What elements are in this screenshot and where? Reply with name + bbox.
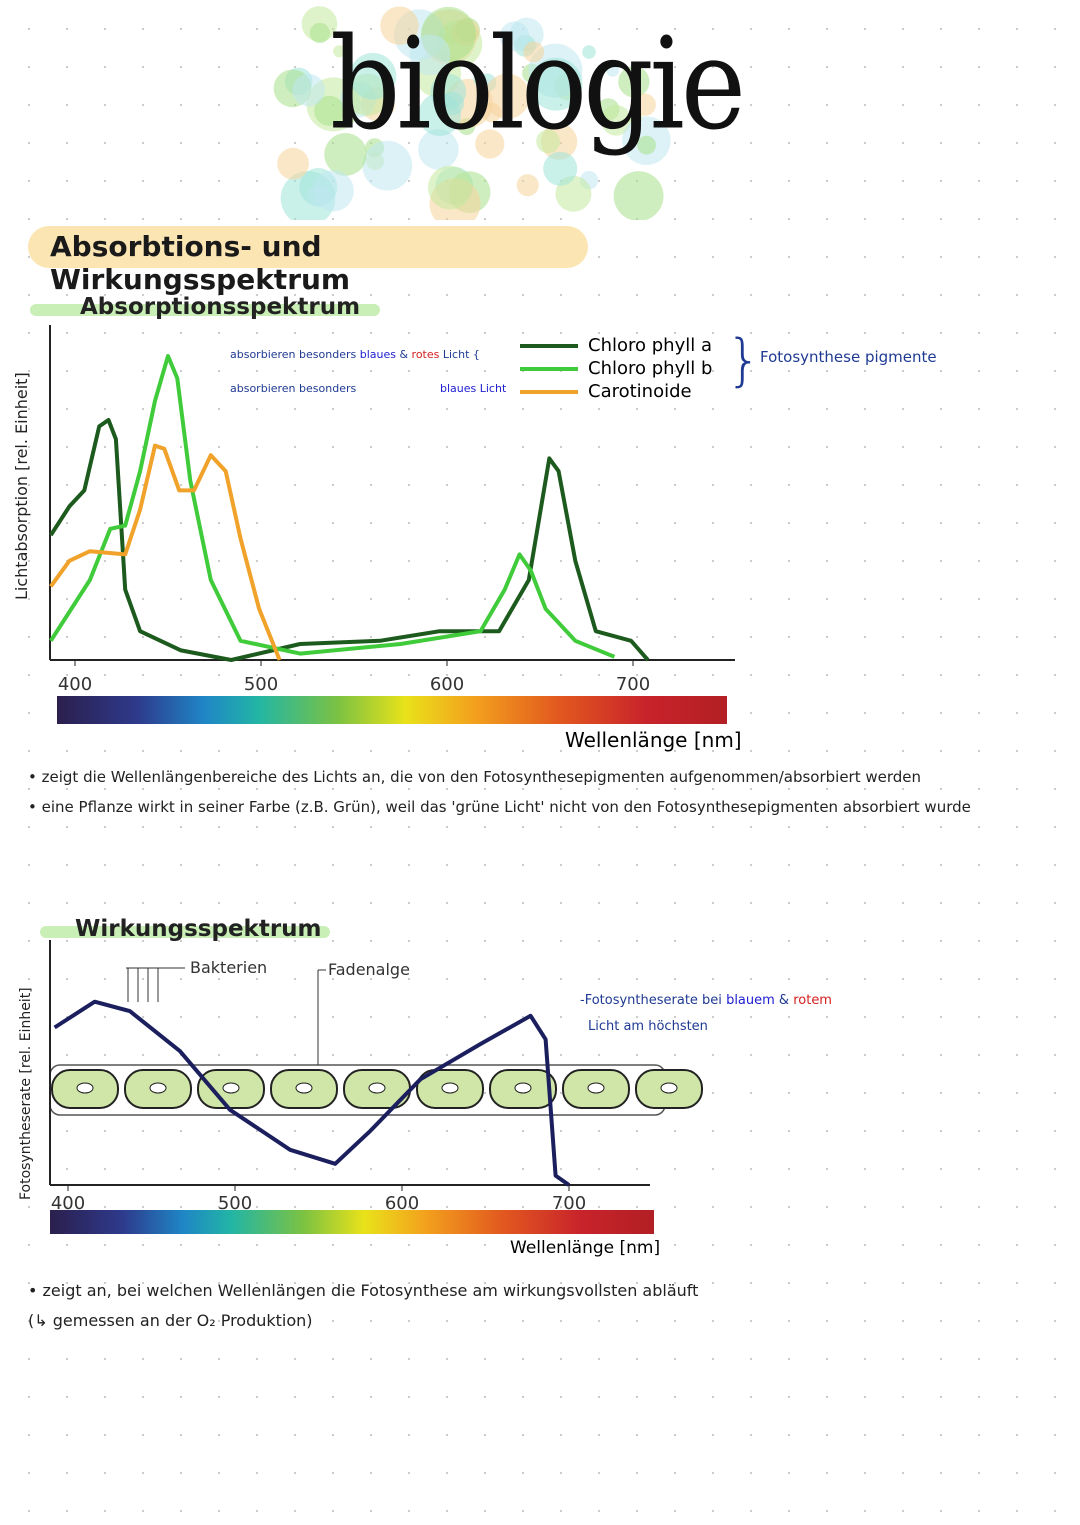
- legend-chl-b: Chloro phyll b: [588, 358, 713, 379]
- bubble: [613, 171, 664, 220]
- bubble: [418, 93, 462, 137]
- legend-chl-a: Chloro phyll a: [588, 335, 712, 356]
- label-alga: Fadenalge: [328, 960, 410, 979]
- bullet-sub: (↳ gemessen an der O₂ Produktion): [28, 1311, 313, 1330]
- spectrum-bar-2: [50, 1210, 654, 1234]
- bubble: [292, 73, 325, 107]
- cell-nucleus: [514, 1082, 532, 1094]
- bubble: [427, 165, 472, 210]
- absorption-notes: • zeigt die Wellenlängenbereiche des Lic…: [28, 762, 1048, 822]
- bubble: [409, 34, 451, 76]
- x-tick-label: 500: [218, 1193, 252, 1214]
- label-bacteria: Bakterien: [190, 958, 268, 977]
- bubble: [536, 129, 560, 154]
- bubble: [523, 41, 545, 63]
- page-title: biologie: [330, 10, 746, 158]
- action-chart: 400 500 600 700: [49, 940, 703, 1214]
- bubble: [637, 135, 656, 155]
- series-line-1: [49, 354, 616, 659]
- legend-note-1: absorbieren besonders blaues & rotes Lic…: [230, 348, 480, 361]
- legend-note-2: absorbieren besonders: [230, 382, 357, 395]
- label-leader: [126, 967, 326, 1065]
- bubble: [333, 45, 346, 58]
- bubble: [324, 132, 367, 176]
- x-tick-label: 700: [552, 1193, 586, 1214]
- series-line-2: [49, 443, 282, 661]
- legend-note-2b: blaues Licht: [440, 382, 507, 395]
- cell-nucleus: [660, 1082, 678, 1094]
- x-axis-label-1: Wellenlänge [nm]: [565, 728, 742, 752]
- x-tick-label: 400: [58, 674, 92, 695]
- bullet: • eine Pflanze wirkt in seiner Farbe (z.…: [28, 798, 971, 816]
- x-tick-label: 600: [430, 674, 464, 695]
- bubble: [600, 105, 632, 136]
- bubble: [582, 45, 596, 59]
- bubble: [618, 66, 650, 98]
- cell-nucleus: [76, 1082, 94, 1094]
- bubble: [349, 52, 397, 100]
- cell-nucleus: [295, 1082, 313, 1094]
- bubble: [606, 63, 620, 77]
- action-note: -Fotosyntheserate bei blauem & rotem Lich…: [580, 993, 832, 1034]
- bubble: [516, 174, 539, 197]
- bubble: [628, 110, 643, 125]
- cell-nucleus: [441, 1082, 459, 1094]
- series-line-0: [49, 418, 650, 662]
- legend-carotinoide: Carotinoide: [588, 381, 692, 402]
- x-tick-label: 500: [244, 674, 278, 695]
- bubble: [529, 57, 583, 111]
- bubble: [277, 147, 309, 180]
- bullet: • zeigt die Wellenlängenbereiche des Lic…: [28, 768, 922, 786]
- bubble: [473, 73, 487, 87]
- bullet: zeigt an, bei welchen Wellenlängen die F…: [42, 1281, 699, 1300]
- title-bubbles: [273, 6, 671, 220]
- absorption-subtitle: Absorptionsspektrum: [80, 294, 361, 320]
- x-tick-label: 600: [385, 1193, 419, 1214]
- group-label: Fotosynthese pigmente: [760, 348, 937, 366]
- bubble: [362, 140, 413, 191]
- section-heading: Absorbtions- und Wirkungsspektrum: [28, 226, 588, 296]
- cell-nucleus: [587, 1082, 605, 1094]
- x-axis-label-2: Wellenlänge [nm]: [510, 1238, 661, 1258]
- bubble: [633, 93, 656, 116]
- heading-text: Absorbtions- und Wirkungsspektrum: [50, 230, 351, 296]
- bubble: [309, 22, 330, 44]
- action-notes: • zeigt an, bei welchen Wellenlängen die…: [28, 1276, 698, 1336]
- bubble: [380, 6, 419, 45]
- cell-nucleus: [222, 1082, 240, 1094]
- bubble: [418, 129, 459, 170]
- action-subtitle: Wirkungsspektrum: [75, 916, 322, 942]
- bubble: [484, 73, 530, 120]
- series-line-0: [53, 999, 571, 1187]
- bubble: [312, 170, 354, 212]
- x-tick-label: 700: [616, 674, 650, 695]
- bubble: [543, 151, 578, 186]
- x-tick-label: 400: [51, 1193, 85, 1214]
- absorption-chart: 400 500 600 700: [49, 325, 735, 695]
- cell-nucleus: [368, 1082, 386, 1094]
- cell-nucleus: [149, 1082, 167, 1094]
- bubble: [475, 129, 505, 159]
- bubble: [499, 21, 530, 52]
- legend: Chloro phyll a Chloro phyll b Carotinoid…: [520, 334, 712, 403]
- bubble: [314, 95, 345, 126]
- spectrum-bar-1: [57, 696, 727, 724]
